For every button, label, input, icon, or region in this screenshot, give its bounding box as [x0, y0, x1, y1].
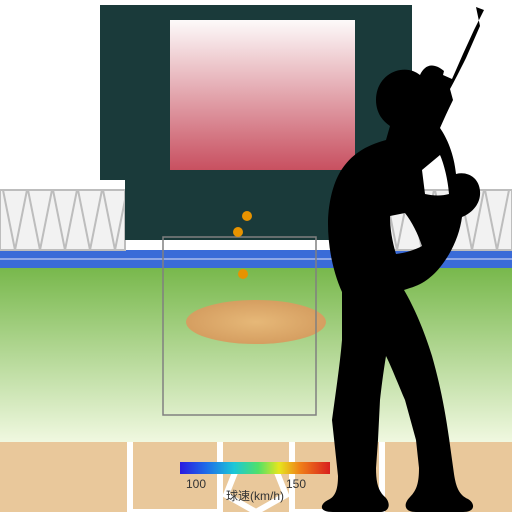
pitchers-mound [186, 300, 326, 344]
colorbar-tick-label: 150 [286, 477, 306, 491]
pitch-marker [238, 269, 248, 279]
colorbar [180, 462, 330, 474]
pitch-marker [242, 211, 252, 221]
colorbar-label: 球速(km/h) [226, 489, 284, 503]
scoreboard-screen [170, 20, 355, 170]
pitch-marker [233, 227, 243, 237]
colorbar-tick-label: 100 [186, 477, 206, 491]
